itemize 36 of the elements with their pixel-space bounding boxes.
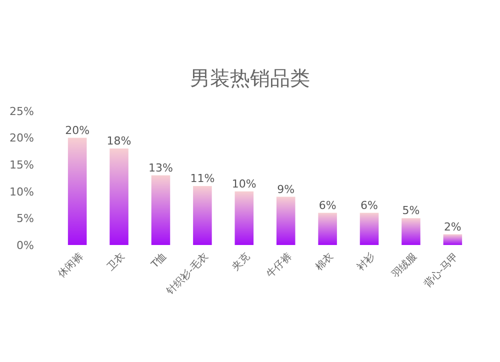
x-tick-label: 卫衣 [104, 250, 128, 274]
data-label: 9% [277, 182, 295, 196]
x-tick-label: 背心-马甲 [421, 250, 461, 290]
bar [151, 175, 170, 245]
bar [193, 186, 212, 245]
y-tick-label: 15% [10, 158, 34, 172]
bar [443, 234, 462, 245]
x-tick-label: 夹克 [230, 250, 252, 274]
x-tick-label: 牛仔裤 [264, 250, 294, 280]
x-tick-label: T恤 [148, 250, 169, 272]
data-label: 13% [148, 161, 173, 174]
data-label: 2% [444, 220, 462, 234]
y-tick-label: 20% [10, 132, 34, 145]
data-label: 11% [190, 172, 215, 186]
x-tick-label: 衬衫 [354, 250, 378, 274]
y-tick-label: 10% [10, 185, 34, 198]
chart-title: 男装热销品类 [190, 66, 310, 90]
bar [360, 212, 379, 245]
x-tick-label: 羽绒服 [389, 250, 420, 280]
y-tick-label: 0% [16, 238, 34, 252]
bar [276, 196, 296, 245]
y-tick-label: 25% [10, 104, 34, 118]
y-tick-label: 5% [16, 212, 34, 226]
data-label: 10% [232, 177, 256, 190]
data-label: 5% [402, 204, 420, 218]
x-tick-label: 休闲裤 [56, 250, 86, 280]
bar [110, 148, 128, 245]
data-label: 20% [65, 124, 90, 137]
x-tick-label: 棉衣 [313, 250, 336, 274]
bar [318, 212, 337, 245]
bar [402, 218, 420, 245]
data-label: 6% [318, 198, 336, 212]
bar [234, 191, 254, 245]
bar [68, 138, 87, 245]
data-label: 6% [360, 198, 378, 212]
data-label: 18% [106, 134, 132, 148]
